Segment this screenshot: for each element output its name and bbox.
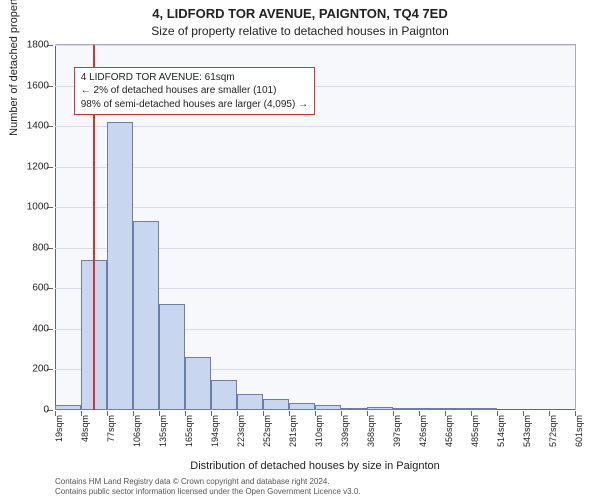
histogram-bar [289, 403, 315, 410]
y-tick-label: 1000 [13, 202, 49, 213]
chart-title: 4, LIDFORD TOR AVENUE, PAIGNTON, TQ4 7ED [0, 6, 600, 21]
plot-area: 02004006008001000120014001600180019sqm48… [55, 44, 576, 410]
x-tick-label: 397sqm [392, 415, 402, 447]
histogram-bar [185, 357, 211, 410]
x-tick-label: 368sqm [366, 415, 376, 447]
histogram-bar [55, 405, 81, 410]
histogram-bar [471, 408, 497, 410]
credits-line: Contains public sector information licen… [55, 487, 575, 497]
credits: Contains HM Land Registry data © Crown c… [55, 477, 575, 497]
x-tick-label: 165sqm [184, 415, 194, 447]
histogram-bar [419, 408, 445, 410]
histogram-bar [367, 407, 393, 410]
x-axis-label: Distribution of detached houses by size … [55, 460, 575, 472]
chart-subtitle: Size of property relative to detached ho… [0, 24, 600, 38]
gridline [55, 45, 575, 46]
x-tick-label: 281sqm [288, 415, 298, 447]
histogram-bar [341, 408, 367, 410]
x-tick-label: 543sqm [522, 415, 532, 447]
annotation-line: 4 LIDFORD TOR AVENUE: 61sqm [81, 71, 308, 85]
x-tick-label: 135sqm [158, 415, 168, 447]
y-axis [55, 45, 56, 410]
x-tick-label: 339sqm [340, 415, 350, 447]
y-axis-label: Number of detached properties [8, 0, 20, 60]
annotation-line: 98% of semi-detached houses are larger (… [81, 98, 308, 112]
histogram-bar [107, 122, 133, 410]
histogram-bar [263, 399, 289, 410]
x-tick-label: 194sqm [210, 415, 220, 447]
x-tick-label: 485sqm [470, 415, 480, 447]
annotation-line: ← 2% of detached houses are smaller (101… [81, 84, 308, 98]
x-tick-label: 106sqm [132, 415, 142, 447]
histogram-bar [237, 394, 263, 410]
x-tick-label: 223sqm [236, 415, 246, 447]
x-tick-label: 310sqm [314, 415, 324, 447]
x-tick-label: 601sqm [574, 415, 584, 447]
y-tick-label: 0 [13, 405, 49, 416]
y-tick-label: 1400 [13, 121, 49, 132]
x-tick-label: 48sqm [80, 415, 90, 442]
histogram-bar [133, 221, 159, 410]
x-tick-label: 19sqm [54, 415, 64, 442]
histogram-bar [211, 380, 237, 410]
histogram-bar [445, 408, 471, 410]
x-tick-label: 426sqm [418, 415, 428, 447]
histogram-bar [393, 408, 419, 410]
y-tick-label: 1800 [13, 40, 49, 51]
y-tick-label: 1600 [13, 80, 49, 91]
x-tick-label: 572sqm [548, 415, 558, 447]
x-tick-label: 77sqm [106, 415, 116, 442]
y-tick-label: 800 [13, 242, 49, 253]
annotation-box: 4 LIDFORD TOR AVENUE: 61sqm← 2% of detac… [74, 67, 315, 116]
gridline [55, 207, 575, 208]
credits-line: Contains HM Land Registry data © Crown c… [55, 477, 575, 487]
x-tick-label: 514sqm [496, 415, 506, 447]
x-tick-label: 456sqm [444, 415, 454, 447]
y-tick-label: 1200 [13, 161, 49, 172]
histogram-bar [315, 405, 341, 410]
x-tick-label: 252sqm [262, 415, 272, 447]
y-tick-label: 200 [13, 364, 49, 375]
y-tick-label: 400 [13, 323, 49, 334]
histogram-bar [159, 304, 185, 410]
gridline [55, 167, 575, 168]
y-tick-label: 600 [13, 283, 49, 294]
gridline [55, 126, 575, 127]
page: 4, LIDFORD TOR AVENUE, PAIGNTON, TQ4 7ED… [0, 0, 600, 500]
